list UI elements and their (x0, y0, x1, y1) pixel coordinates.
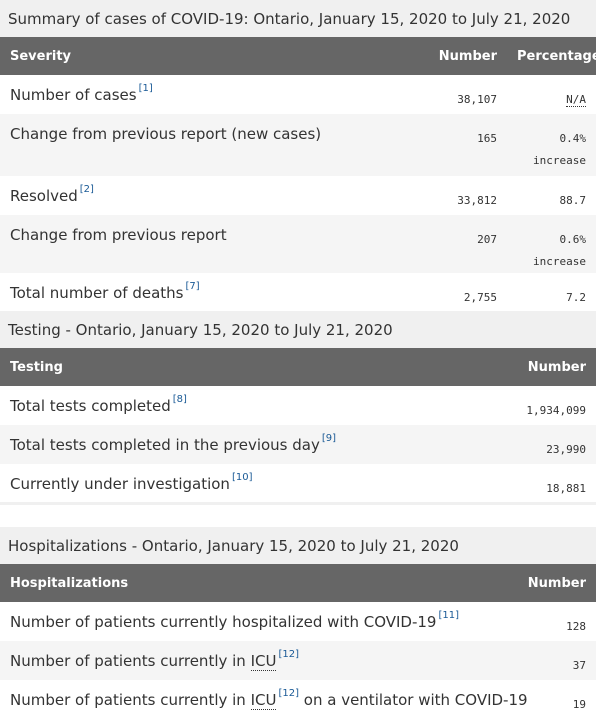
hospital-table: Hospitalizations Number Number of patien… (0, 564, 596, 718)
severity-header: Severity (10, 48, 72, 64)
row-percentage-sub: increase (533, 154, 586, 167)
hospital-caption-rest: - Ontario, January 15, 2020 to July 21, … (126, 537, 459, 555)
number-header: Number (527, 359, 586, 375)
table-row: Number of cases [1] 38,107 N/A (0, 75, 596, 114)
table-row: Currently under investigation [10] 18,881 (0, 464, 596, 502)
footnote-link[interactable]: [12] (278, 688, 300, 699)
row-label: Resolved (10, 187, 78, 205)
footnote-link[interactable]: [11] (438, 610, 459, 621)
cases-caption: Summary of cases of COVID-19: Ontario, J… (0, 0, 596, 37)
row-number: 37 (572, 659, 586, 672)
row-label: Total tests completed (10, 397, 171, 415)
testing-table: Testing Number Total tests completed [8] … (0, 348, 596, 502)
hospitalizations-header: Hospitalizations (10, 575, 129, 591)
cases-caption-text: Summary of cases of COVID-19: Ontario, J… (8, 10, 571, 28)
section-divider (0, 502, 596, 505)
table-row: Number of patients currently in ICU [12] … (0, 641, 596, 680)
row-percentage: 0.6% (559, 233, 587, 246)
hospital-caption: Hospitalizations - Ontario, January 15, … (0, 527, 596, 564)
footnote-link[interactable]: [12] (278, 649, 300, 660)
row-label: Change from previous report (new cases) (10, 125, 322, 143)
testing-header-row: Testing Number (0, 348, 596, 386)
row-label: Number of patients currently in (10, 652, 251, 670)
cases-header-row: Severity Number Percentage (0, 37, 596, 75)
row-percentage: N/A (566, 93, 586, 107)
hospital-caption-bold: Hospitalizations (8, 537, 127, 555)
testing-header: Testing (10, 359, 63, 375)
table-row: Number of patients currently in ICU [12] … (0, 680, 596, 718)
row-label-suffix: on a ventilator with COVID-19 (299, 691, 528, 709)
row-number: 19 (572, 698, 586, 711)
number-header: Number (527, 575, 586, 591)
row-number: 207 (477, 233, 497, 246)
row-percentage-sub: increase (533, 255, 586, 268)
row-number: 33,812 (457, 194, 497, 207)
row-label: Total tests completed in the previous da… (10, 436, 320, 454)
row-percentage: 0.4% (559, 132, 587, 145)
testing-caption-bold: Testing (8, 321, 61, 339)
footnote-link[interactable]: [7] (185, 281, 200, 292)
table-row: Change from previous report 207 0.6% incr… (0, 215, 596, 273)
row-label: Number of patients currently in (10, 691, 251, 709)
row-label: Number of cases (10, 86, 137, 104)
row-percentage: 88.7 (559, 194, 587, 207)
table-row: Number of patients currently hospitalize… (0, 602, 596, 641)
row-label: Change from previous report (10, 226, 227, 244)
icu-abbreviation: ICU (250, 652, 277, 671)
footnote-link[interactable]: [1] (138, 83, 153, 94)
section-spacer (0, 505, 596, 527)
footnote-link[interactable]: [9] (321, 433, 337, 444)
table-row: Change from previous report (new cases) … (0, 114, 596, 176)
footnote-link[interactable]: [2] (79, 184, 94, 195)
cases-table: Severity Number Percentage Number of cas… (0, 37, 596, 311)
hospital-header-row: Hospitalizations Number (0, 564, 596, 602)
row-number: 128 (566, 620, 586, 633)
percentage-header: Percentage (517, 48, 596, 64)
row-number: 1,934,099 (526, 404, 586, 417)
testing-caption-rest: - Ontario, January 15, 2020 to July 21, … (60, 321, 393, 339)
table-row: Resolved [2] 33,812 88.7 (0, 176, 596, 215)
row-number: 2,755 (463, 291, 497, 304)
row-number: 18,881 (546, 482, 586, 495)
testing-caption: Testing - Ontario, January 15, 2020 to J… (0, 311, 596, 348)
row-label: Total number of deaths (10, 284, 184, 302)
row-percentage: 7.2 (566, 291, 586, 304)
row-label: Currently under investigation (10, 475, 230, 493)
row-number: 38,107 (457, 93, 497, 106)
footnote-link[interactable]: [10] (231, 472, 253, 483)
footnote-link[interactable]: [8] (172, 394, 187, 405)
number-header: Number (438, 48, 497, 64)
row-label: Number of patients currently hospitalize… (10, 613, 437, 631)
icu-abbreviation: ICU (250, 691, 277, 710)
table-row: Total number of deaths [7] 2,755 7.2 (0, 273, 596, 311)
table-row: Total tests completed [8] 1,934,099 (0, 386, 596, 425)
row-number: 23,990 (546, 443, 586, 456)
table-row: Total tests completed in the previous da… (0, 425, 596, 464)
row-number: 165 (477, 132, 497, 145)
